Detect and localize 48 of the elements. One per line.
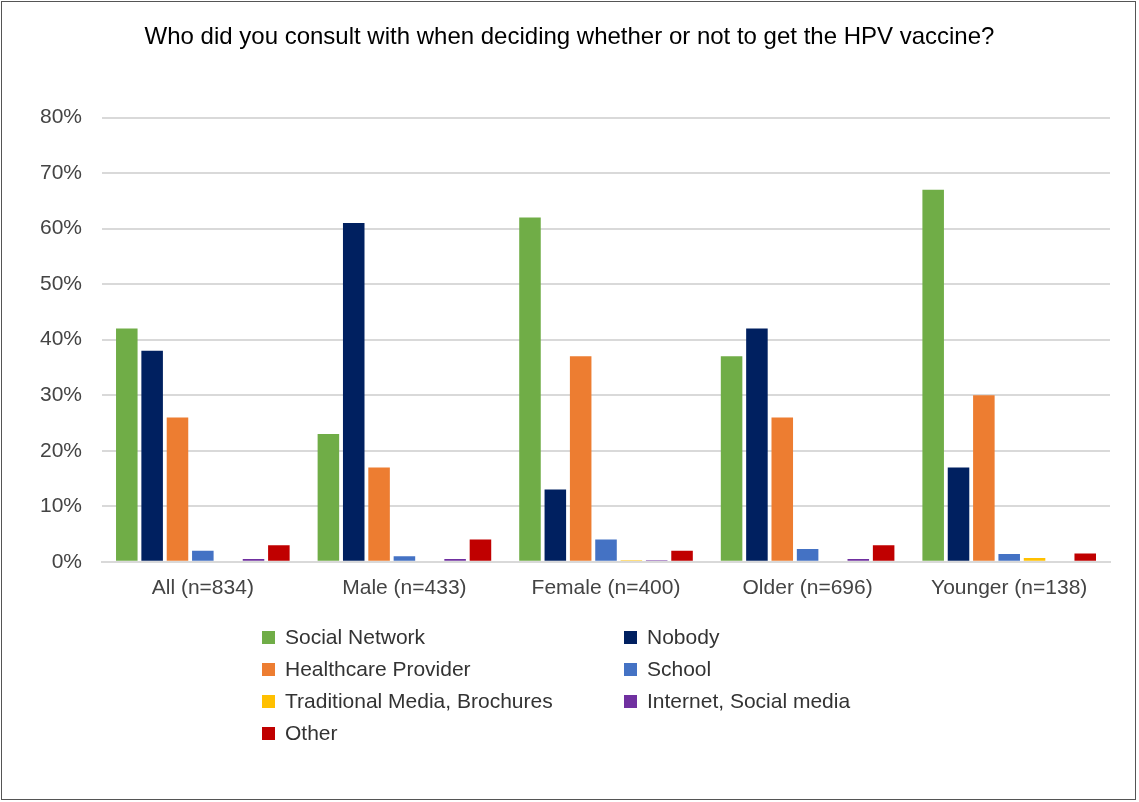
y-tick-label: 20% xyxy=(40,437,83,461)
y-tick-label: 50% xyxy=(40,270,83,294)
bar xyxy=(947,467,970,561)
bar xyxy=(569,356,592,561)
x-tick-label: Female (n=400) xyxy=(531,575,681,599)
legend-label: Healthcare Provider xyxy=(285,657,471,681)
bar xyxy=(393,556,416,561)
bar xyxy=(368,467,390,561)
bar xyxy=(671,550,693,561)
y-tick-label: 10% xyxy=(40,493,83,517)
bar xyxy=(922,189,944,561)
legend-label: Social Network xyxy=(285,625,426,649)
x-tick-label: Male (n=433) xyxy=(342,575,467,599)
bar xyxy=(872,545,895,561)
bar xyxy=(544,489,567,561)
bar xyxy=(268,545,290,561)
bar xyxy=(998,554,1020,561)
bar xyxy=(746,328,768,561)
bar xyxy=(116,328,138,561)
bar xyxy=(317,434,340,561)
bar xyxy=(720,356,743,561)
bar xyxy=(1023,557,1046,561)
y-tick-label: 80% xyxy=(40,104,83,128)
legend-label: Nobody xyxy=(647,625,720,649)
y-tick-label: 70% xyxy=(40,159,83,183)
legend-label: Other xyxy=(285,721,338,745)
bar xyxy=(469,539,492,561)
bar xyxy=(192,550,214,561)
y-tick-label: 60% xyxy=(40,215,83,239)
legend-label: School xyxy=(647,657,712,681)
bar xyxy=(973,395,995,561)
bar xyxy=(519,217,541,561)
bar xyxy=(1074,553,1096,561)
y-tick-label: 30% xyxy=(40,382,83,406)
legend-label: Traditional Media, Brochures xyxy=(285,689,553,713)
bar xyxy=(595,539,617,561)
x-tick-label: Younger (n=138) xyxy=(931,575,1088,599)
x-tick-label: Older (n=696) xyxy=(742,575,873,599)
bar xyxy=(771,417,794,561)
bar xyxy=(796,549,819,561)
bar xyxy=(342,223,365,561)
y-tick-label: 0% xyxy=(51,548,83,572)
chart-title: Who did you consult with when deciding whether or not to get the HPV vaccine? xyxy=(143,22,996,50)
legend-label: Internet, Social media xyxy=(647,689,851,713)
x-tick-label: All (n=834) xyxy=(151,575,254,599)
bar xyxy=(141,350,163,561)
y-tick-label: 40% xyxy=(40,326,83,350)
bar xyxy=(166,417,189,561)
